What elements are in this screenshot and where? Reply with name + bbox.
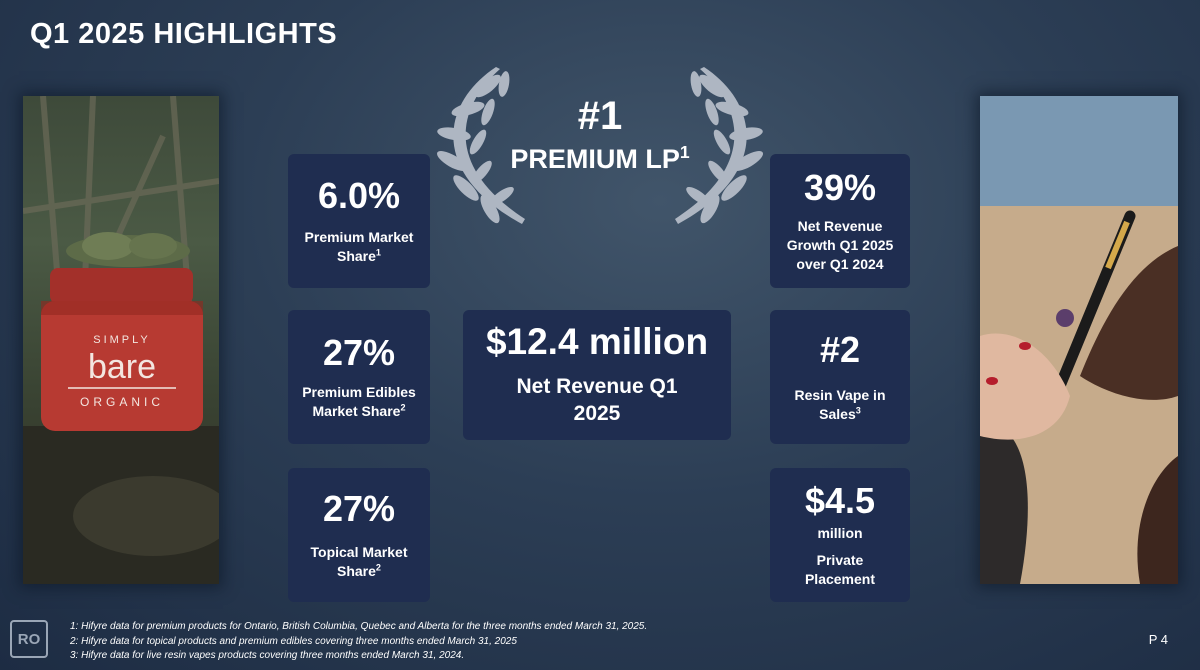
footnote-1: 1: Hifyre data for premium products for …	[70, 621, 648, 632]
footnotes: 1: Hifyre data for premium products for …	[70, 620, 647, 664]
svg-text:SIMPLY: SIMPLY	[93, 334, 151, 346]
award-text: #1 PREMIUM LP1	[430, 94, 770, 175]
stat-value: 39%	[803, 166, 877, 208]
laurel-wreath-icon	[436, 67, 764, 224]
stat-unit: million	[817, 525, 863, 542]
svg-text:bare: bare	[88, 348, 156, 386]
stat-label: Private Placement	[804, 552, 876, 588]
stat-label: Resin Vape in Sales3	[794, 386, 886, 422]
stat-value: 6.0%	[317, 175, 401, 217]
stat-label: Premium Market Share1	[304, 228, 414, 264]
simply-bare-jar-image: SIMPLY bare ORGANIC	[23, 96, 219, 584]
award-rank: #1	[577, 94, 623, 138]
stat-label: Topical Market Share2	[310, 543, 408, 579]
stat-value: #2	[819, 329, 861, 371]
product-jar-photo: SIMPLY bare ORGANIC	[23, 96, 219, 584]
resin-vape-rank-card: #2 Resin Vape in Sales3	[770, 310, 910, 444]
award-laurel: #1 PREMIUM LP1	[430, 64, 770, 234]
slide-title: Q1 2025 HIGHLIGHTS	[30, 18, 338, 50]
footnote-3: 3: Hifyre data for live resin vapes prod…	[70, 650, 465, 661]
company-logo: RO	[10, 620, 48, 658]
stat-label: Premium Edibles Market Share2	[302, 383, 416, 419]
stat-value: $4.5	[804, 479, 876, 521]
vape-pen-photo	[980, 96, 1178, 584]
topical-market-share-card: 27% Topical Market Share2	[288, 468, 430, 602]
private-placement-card: $4.5 million Private Placement	[770, 468, 910, 602]
net-revenue-growth-card: 39% Net Revenue Growth Q1 2025 over Q1 2…	[770, 154, 910, 288]
svg-text:ORGANIC: ORGANIC	[80, 395, 164, 409]
resin-vape-image	[980, 96, 1178, 584]
award-label: PREMIUM LP1	[510, 142, 690, 174]
stat-value: 27%	[322, 332, 396, 374]
stat-value: 27%	[322, 488, 396, 530]
premium-edibles-share-card: 27% Premium Edibles Market Share2	[288, 310, 430, 444]
stat-label: Net Revenue Q1 2025	[516, 375, 678, 426]
premium-market-share-card: 6.0% Premium Market Share1	[288, 154, 430, 288]
footnote-2: 2: Hifyre data for topical products and …	[70, 635, 517, 647]
net-revenue-card: $12.4 million Net Revenue Q1 2025	[463, 310, 731, 440]
stat-value: $12.4 million	[485, 321, 709, 363]
page-number: P 4	[1148, 632, 1168, 647]
stat-label: Net Revenue Growth Q1 2025 over Q1 2024	[786, 218, 894, 273]
